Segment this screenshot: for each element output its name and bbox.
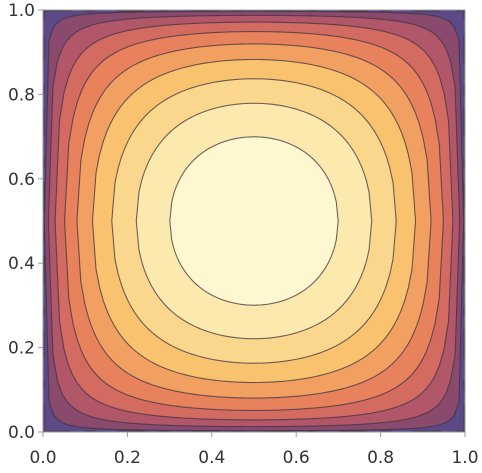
y-tick-label: 1.0 bbox=[8, 1, 35, 21]
x-tick-label: 1.0 bbox=[451, 448, 478, 468]
x-tick-label: 0.2 bbox=[114, 448, 141, 468]
y-axis: 0.0 0.2 0.4 0.6 0.8 1.0 bbox=[8, 1, 43, 443]
y-tick-label: 0.2 bbox=[8, 339, 35, 359]
plot-frame bbox=[42, 9, 466, 433]
contour-line-6 bbox=[91, 58, 417, 384]
x-axis: 0.0 0.2 0.4 0.6 0.8 1.0 bbox=[29, 432, 479, 468]
contour-line-9 bbox=[169, 136, 339, 306]
x-tick-label: 0.6 bbox=[283, 448, 310, 468]
y-tick-label: 0.6 bbox=[8, 170, 35, 190]
contour-line-4 bbox=[64, 31, 444, 411]
x-tick-label: 0.8 bbox=[367, 448, 394, 468]
contour-line-5 bbox=[76, 43, 432, 399]
contour-line-1 bbox=[43, 10, 465, 432]
contour-line-3 bbox=[54, 21, 454, 421]
y-tick-label: 0.4 bbox=[8, 254, 35, 274]
contour-lines bbox=[43, 10, 465, 432]
y-tick-label: 0.0 bbox=[8, 423, 35, 443]
contour-band-9 bbox=[169, 136, 339, 306]
contour-line-8 bbox=[135, 102, 373, 340]
contour-bands bbox=[43, 10, 465, 432]
contour-line-7 bbox=[111, 78, 397, 364]
x-tick-label: 0.4 bbox=[198, 448, 225, 468]
y-tick-label: 0.8 bbox=[8, 85, 35, 105]
contour-line-2 bbox=[47, 14, 461, 428]
x-tick-label: 0.0 bbox=[29, 448, 56, 468]
